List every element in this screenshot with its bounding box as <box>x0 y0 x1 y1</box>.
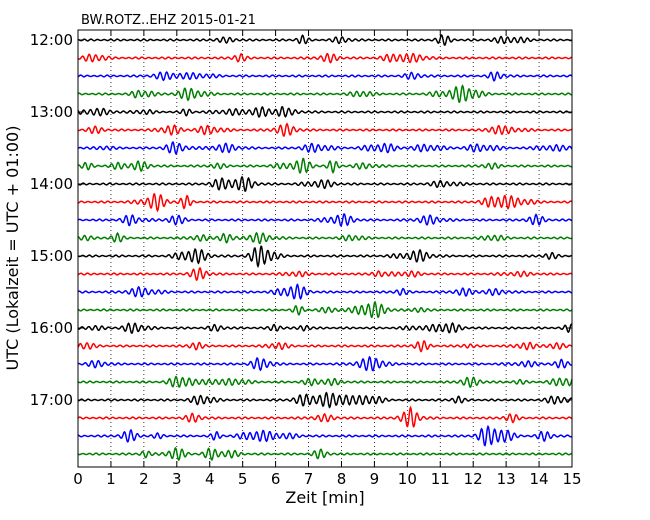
seismic-trace <box>77 231 573 245</box>
y-tick-label: 15:00 <box>30 247 73 265</box>
x-tick-label: 4 <box>205 470 215 488</box>
seismic-trace <box>77 322 573 334</box>
seismic-trace <box>77 193 573 213</box>
y-tick-label: 14:00 <box>30 175 73 193</box>
y-axis-label: UTC (Lokalzeit = UTC + 01:00) <box>3 126 22 371</box>
x-tick-label: 9 <box>370 470 380 488</box>
seismic-trace <box>77 84 573 104</box>
seismic-trace <box>77 446 573 461</box>
x-tick-label: 6 <box>271 470 281 488</box>
seismic-trace <box>77 213 573 227</box>
x-tick-label: 15 <box>562 470 581 488</box>
y-tick-label: 12:00 <box>30 31 73 49</box>
x-tick-label: 14 <box>530 470 549 488</box>
seismic-trace <box>77 175 573 192</box>
seismic-trace <box>77 340 573 353</box>
seismic-trace <box>77 122 573 137</box>
seismic-trace <box>77 300 573 319</box>
seismic-trace <box>77 52 573 64</box>
seismic-trace <box>77 141 573 155</box>
seismic-trace <box>77 391 573 409</box>
x-tick-label: 11 <box>431 470 450 488</box>
x-tick-label: 8 <box>337 470 347 488</box>
x-tick-label: 2 <box>139 470 149 488</box>
traces <box>77 34 573 461</box>
y-tick-label: 17:00 <box>30 391 73 409</box>
seismic-trace <box>77 71 573 82</box>
seismic-trace <box>77 424 573 447</box>
x-tick-label: 12 <box>464 470 483 488</box>
seismic-trace <box>77 245 573 269</box>
seismic-trace <box>77 266 573 281</box>
y-tick-label: 13:00 <box>30 103 73 121</box>
y-axis: 12:00 13:00 14:00 15:00 16:00 17:00 <box>30 31 572 409</box>
seismic-trace <box>77 355 573 372</box>
seismic-trace <box>77 375 573 388</box>
seismic-trace <box>77 283 573 300</box>
grid <box>110 30 540 467</box>
x-axis: 0 1 2 3 4 5 6 7 8 9 10 11 12 13 14 15 <box>73 30 582 488</box>
seismic-trace <box>77 106 573 119</box>
seismic-trace <box>77 405 573 428</box>
x-axis-label: Zeit [min] <box>285 488 364 507</box>
chart-title: BW.ROTZ..EHZ 2015-01-21 <box>81 13 256 28</box>
y-tick-label: 16:00 <box>30 319 73 337</box>
x-tick-label: 0 <box>73 470 83 488</box>
x-tick-label: 1 <box>106 470 116 488</box>
x-tick-label: 13 <box>497 470 516 488</box>
x-tick-label: 10 <box>398 470 417 488</box>
x-tick-label: 5 <box>238 470 248 488</box>
x-tick-label: 7 <box>304 470 314 488</box>
x-tick-label: 3 <box>172 470 182 488</box>
seismic-trace <box>77 34 573 46</box>
plot-frame <box>77 29 573 468</box>
seismic-trace <box>77 157 573 175</box>
